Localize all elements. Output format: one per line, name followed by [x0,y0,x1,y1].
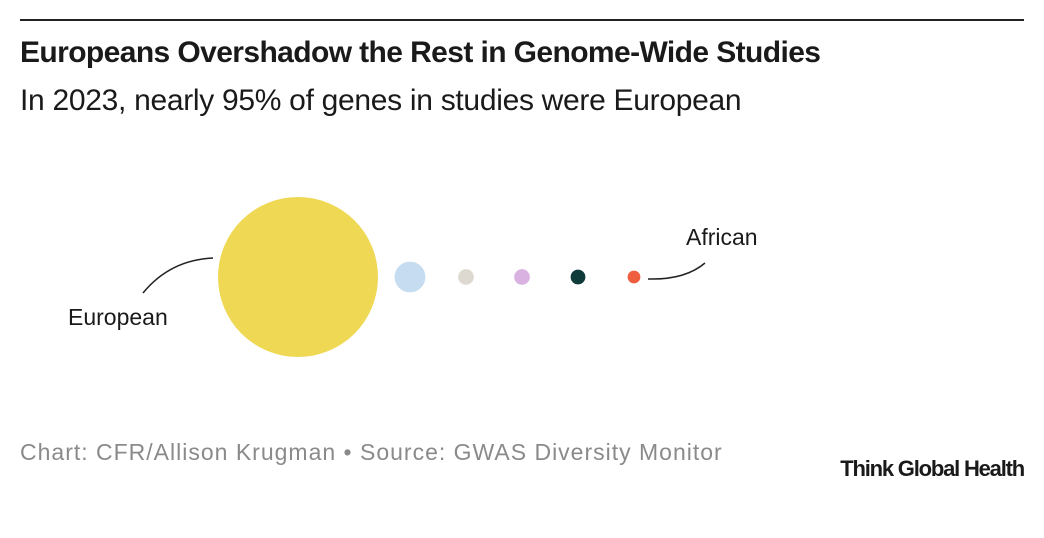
bubble [514,269,530,285]
brand-logo: Think Global Health [840,456,1025,481]
leader-line [142,257,214,294]
chart: European African [68,197,758,357]
bubble [458,269,474,285]
top-rule [20,19,1024,21]
leader-line [647,262,706,280]
chart-subtitle: In 2023, nearly 95% of genes in studies … [20,84,742,117]
bubble [394,261,426,293]
bubble [570,269,586,285]
source-note: Chart: CFR/Allison Krugman • Source: GWA… [20,439,723,465]
bubble [627,270,641,284]
chart-title: Europeans Overshadow the Rest in Genome-… [20,36,821,69]
bubble-label: African [686,224,758,250]
bubble [218,197,378,357]
bubble-label: European [68,304,168,330]
